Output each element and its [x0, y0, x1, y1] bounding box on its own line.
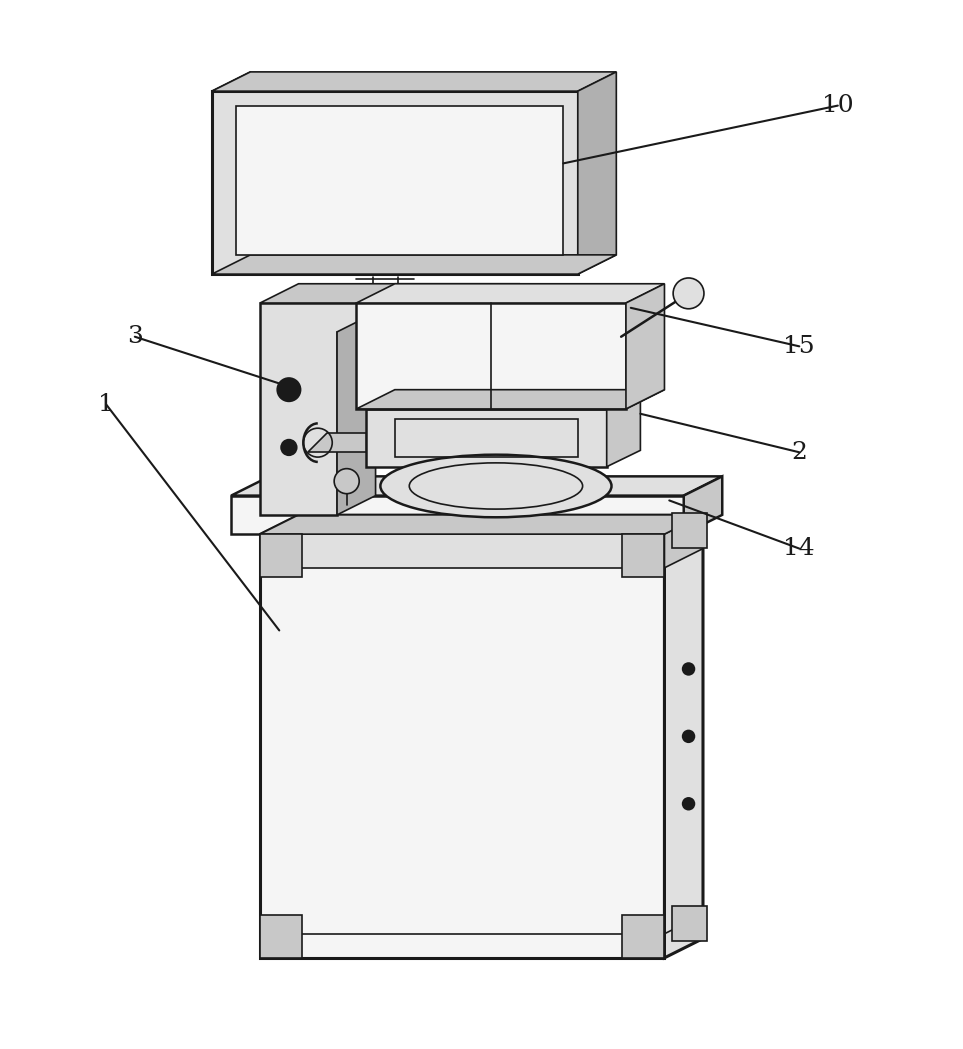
Polygon shape [236, 106, 563, 255]
Circle shape [334, 469, 359, 494]
Circle shape [280, 438, 298, 456]
Polygon shape [607, 392, 640, 467]
Text: 15: 15 [784, 335, 815, 358]
Text: 2: 2 [792, 441, 807, 464]
Bar [622, 916, 664, 958]
Text: 3: 3 [127, 325, 143, 348]
Polygon shape [260, 515, 703, 534]
Polygon shape [260, 534, 664, 958]
Polygon shape [212, 91, 578, 274]
Polygon shape [337, 313, 376, 515]
Polygon shape [260, 283, 520, 303]
Polygon shape [308, 433, 366, 452]
Polygon shape [366, 409, 607, 467]
Text: 14: 14 [784, 537, 815, 560]
Polygon shape [260, 534, 664, 568]
Polygon shape [578, 72, 616, 274]
Circle shape [682, 797, 695, 811]
Polygon shape [664, 515, 703, 568]
Bar [260, 916, 302, 958]
Bar [622, 534, 664, 577]
Polygon shape [260, 303, 482, 515]
Ellipse shape [380, 454, 612, 517]
Polygon shape [356, 283, 664, 303]
Polygon shape [356, 303, 626, 409]
Circle shape [682, 662, 695, 676]
Polygon shape [212, 255, 616, 274]
Bar [672, 513, 707, 548]
Polygon shape [356, 389, 664, 409]
Polygon shape [260, 515, 703, 534]
Polygon shape [664, 515, 703, 958]
Circle shape [682, 730, 695, 743]
Polygon shape [231, 495, 684, 534]
Circle shape [276, 378, 301, 402]
Bar [672, 906, 707, 941]
Polygon shape [626, 283, 664, 409]
Text: 1: 1 [98, 392, 114, 415]
Polygon shape [212, 72, 250, 274]
Polygon shape [212, 72, 616, 91]
Circle shape [673, 278, 704, 308]
Text: 10: 10 [822, 94, 853, 117]
Bar [260, 534, 302, 577]
Polygon shape [231, 476, 722, 495]
Polygon shape [684, 476, 722, 534]
